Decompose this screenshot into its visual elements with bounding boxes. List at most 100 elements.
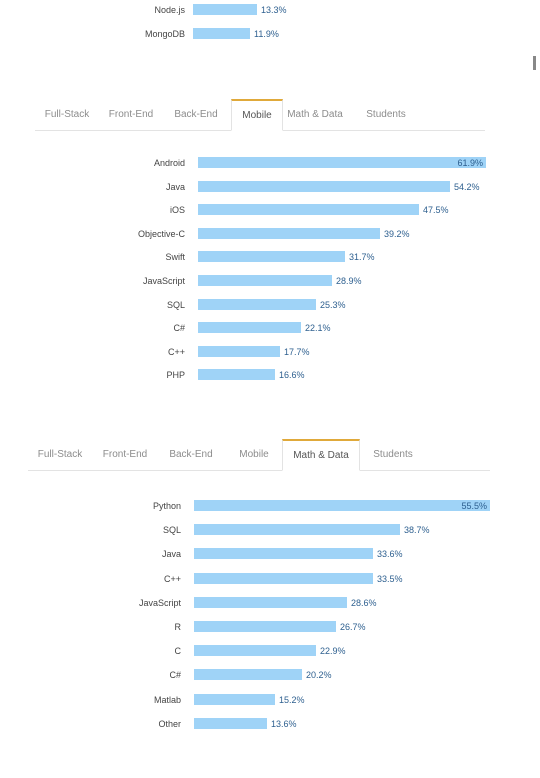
bar-row: PHP 16.6%: [0, 369, 540, 381]
value-label: 28.9%: [336, 276, 362, 286]
tab-front-end[interactable]: Front-End: [102, 449, 148, 460]
tab-students[interactable]: Students: [373, 449, 413, 460]
category-label: SQL: [166, 300, 185, 310]
bar: [198, 299, 316, 310]
bar-row: SQL 25.3%: [0, 299, 540, 311]
category-label: C: [174, 646, 182, 656]
tab-mobile[interactable]: Mobile: [231, 99, 283, 131]
category-label: Android: [153, 158, 185, 168]
value-label: 39.2%: [384, 229, 410, 239]
chart-panel-mobile: Full-Stack Front-End Back-End Mobile Math & …: [0, 99, 540, 390]
category-label: SQL: [162, 525, 181, 535]
bar-row: Other 13.6%: [0, 718, 540, 730]
value-label: 31.7%: [349, 252, 375, 262]
value-label: 13.6%: [271, 719, 297, 729]
tab-bar: Full-Stack Front-End Back-End Mobile Math & …: [35, 99, 485, 131]
bar-row: JavaScript 28.6%: [0, 597, 540, 609]
category-label: Matlab: [153, 695, 181, 705]
bar: [194, 621, 336, 632]
category-label: Swift: [165, 252, 185, 262]
bar: [194, 597, 347, 608]
tab-students[interactable]: Students: [366, 109, 406, 120]
bar-row: C# 22.1%: [0, 322, 540, 334]
chart-panel-top: Node.js 13.3% MongoDB 11.9%: [0, 0, 540, 45]
tab-back-end[interactable]: Back-End: [169, 449, 213, 460]
bar: [198, 157, 486, 168]
category-label: Java: [165, 182, 185, 192]
value-label: 11.9%: [254, 29, 279, 39]
category-label: MongoDB: [144, 29, 185, 39]
value-label: 26.7%: [340, 622, 366, 632]
tab-bar: Full-Stack Front-End Back-End Mobile Math & …: [28, 439, 490, 471]
bar: [194, 573, 373, 584]
category-label: iOS: [169, 205, 185, 215]
value-label: 16.6%: [279, 370, 305, 380]
category-label: Node.js: [154, 5, 185, 15]
bar: [198, 251, 345, 262]
category-label: C++: [167, 347, 185, 357]
value-label: 47.5%: [423, 205, 449, 215]
bar-row: Swift 31.7%: [0, 251, 540, 263]
category-label: Other: [158, 719, 181, 729]
value-label: 20.2%: [306, 670, 332, 680]
category-label: R: [174, 622, 182, 632]
bar-row: Node.js 13.3%: [0, 4, 540, 16]
scroll-marker: [533, 56, 536, 70]
bar-row: Java 54.2%: [0, 181, 540, 193]
bar-row: Matlab 15.2%: [0, 694, 540, 706]
bar-row: C# 20.2%: [0, 669, 540, 681]
bar-row: MongoDB 11.9%: [0, 28, 540, 40]
bar-row: SQL 38.7%: [0, 524, 540, 536]
bar: [198, 204, 419, 215]
value-label: 28.6%: [351, 598, 377, 608]
bar: [194, 548, 373, 559]
bar: [198, 181, 450, 192]
bar-row: C++ 17.7%: [0, 346, 540, 358]
bar: [194, 524, 400, 535]
bar-row: JavaScript 28.9%: [0, 275, 540, 287]
tab-math-data[interactable]: Math & Data: [282, 439, 360, 471]
value-label: 55.5%: [461, 501, 487, 511]
bar-row: Java 33.6%: [0, 548, 540, 560]
category-label: Objective-C: [137, 229, 185, 239]
value-label: 54.2%: [454, 182, 480, 192]
bar-row: iOS 47.5%: [0, 204, 540, 216]
tab-back-end[interactable]: Back-End: [174, 109, 218, 120]
bar: [198, 322, 301, 333]
category-label: Python: [152, 501, 181, 511]
category-label: PHP: [166, 370, 185, 380]
value-label: 17.7%: [284, 347, 310, 357]
category-label: C#: [169, 670, 181, 680]
category-label: C#: [173, 323, 185, 333]
category-label: C++: [163, 574, 181, 584]
value-label: 33.5%: [377, 574, 403, 584]
tab-full-stack[interactable]: Full-Stack: [37, 449, 83, 460]
bar: [193, 28, 250, 39]
bar-row: Objective-C 39.2%: [0, 228, 540, 240]
value-label: 15.2%: [279, 695, 305, 705]
bar-row: Python 55.5%: [0, 500, 540, 512]
value-label: 33.6%: [377, 549, 403, 559]
tab-math-data[interactable]: Math & Data: [287, 109, 343, 120]
bar: [194, 694, 275, 705]
bar: [198, 228, 380, 239]
bar: [193, 4, 257, 15]
bar: [198, 275, 332, 286]
bar-row: Android 61.9%: [0, 157, 540, 169]
tab-front-end[interactable]: Front-End: [108, 109, 154, 120]
bar: [194, 669, 302, 680]
chart-panel-math-data: Full-Stack Front-End Back-End Mobile Math & …: [0, 439, 540, 740]
bar-row: C 22.9%: [0, 645, 540, 657]
bar-row: R 26.7%: [0, 621, 540, 633]
bar: [198, 369, 275, 380]
value-label: 22.1%: [305, 323, 331, 333]
value-label: 25.3%: [320, 300, 346, 310]
value-label: 13.3%: [261, 5, 287, 15]
value-label: 22.9%: [320, 646, 346, 656]
category-label: JavaScript: [142, 276, 185, 286]
tab-mobile[interactable]: Mobile: [239, 449, 269, 460]
bar: [194, 500, 490, 511]
tab-full-stack[interactable]: Full-Stack: [44, 109, 90, 120]
value-label: 38.7%: [404, 525, 430, 535]
bar: [198, 346, 280, 357]
